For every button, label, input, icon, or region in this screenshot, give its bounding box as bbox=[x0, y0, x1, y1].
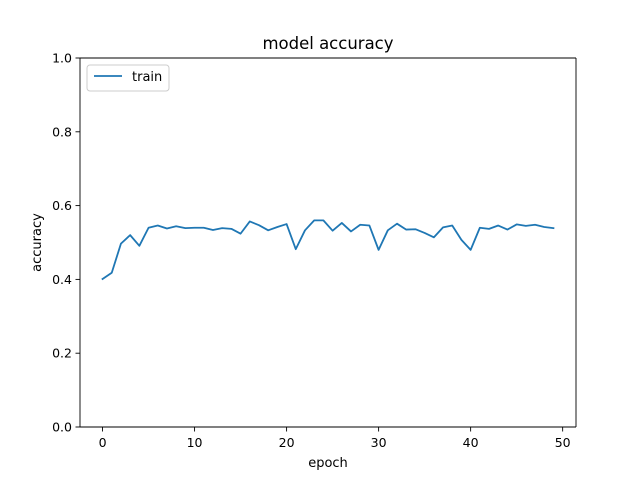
x-axis-label: epoch bbox=[308, 456, 348, 471]
legend: train bbox=[86, 64, 170, 92]
y-tick-label: 0.6 bbox=[52, 198, 72, 213]
x-tick-label: 50 bbox=[555, 435, 571, 450]
plot-area bbox=[80, 58, 576, 427]
legend-label-train: train bbox=[132, 70, 162, 85]
x-tick-label: 10 bbox=[187, 435, 203, 450]
x-tick-label: 0 bbox=[99, 435, 107, 450]
y-tick-label: 0.0 bbox=[52, 420, 72, 435]
y-tick-label: 0.4 bbox=[52, 272, 72, 287]
x-axis-ticks: 0 10 20 30 40 50 bbox=[99, 427, 571, 450]
y-axis-label: accuracy bbox=[30, 213, 45, 272]
y-tick-label: 0.8 bbox=[52, 124, 72, 139]
y-tick-label: 1.0 bbox=[52, 51, 72, 66]
series-layer bbox=[101, 219, 555, 281]
y-axis-ticks: 0.0 0.2 0.4 0.6 0.8 1.0 bbox=[52, 51, 80, 435]
x-tick-label: 30 bbox=[371, 435, 387, 450]
axes-frame bbox=[79, 57, 577, 428]
x-tick-label: 40 bbox=[463, 435, 479, 450]
legend-box bbox=[86, 64, 170, 92]
chart-title: model accuracy bbox=[262, 34, 393, 53]
x-tick-label: 20 bbox=[279, 435, 295, 450]
series-line-train bbox=[101, 219, 555, 281]
y-tick-label: 0.2 bbox=[52, 346, 72, 361]
